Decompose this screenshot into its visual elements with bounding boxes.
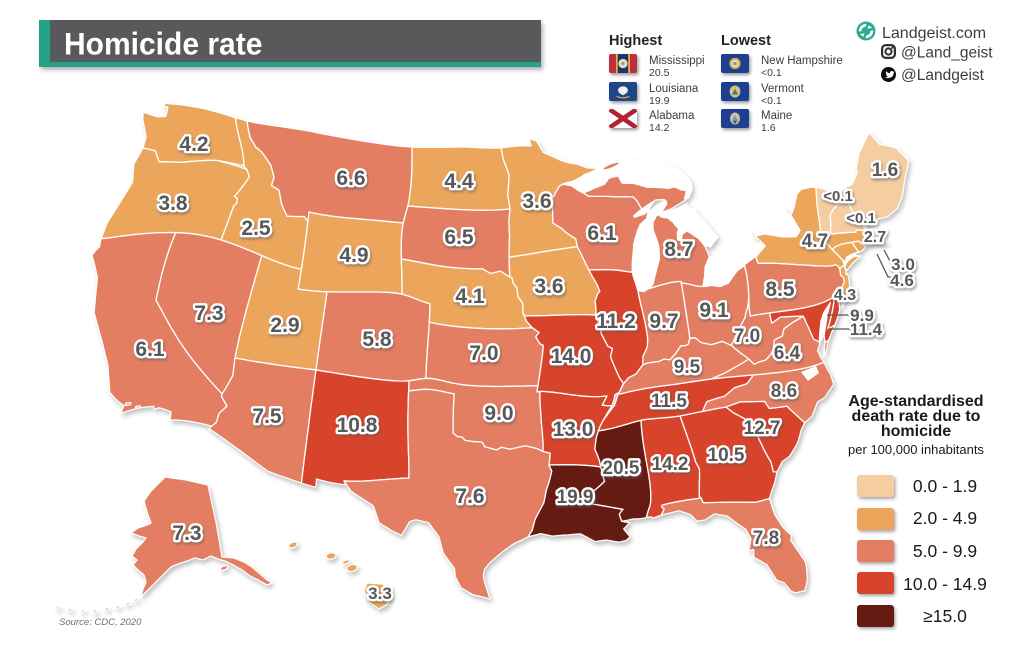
svg-text:5.8: 5.8	[362, 328, 392, 351]
svg-text:2.7: 2.7	[864, 229, 886, 246]
svg-text:9.9: 9.9	[850, 306, 874, 325]
svg-text:7.0: 7.0	[734, 326, 760, 347]
svg-text:4.4: 4.4	[444, 170, 474, 193]
svg-text:6.5: 6.5	[444, 226, 474, 249]
svg-text:3.8: 3.8	[158, 192, 188, 215]
svg-text:7.3: 7.3	[172, 522, 201, 545]
svg-text:7.3: 7.3	[194, 302, 223, 325]
svg-text:11.4: 11.4	[850, 320, 883, 339]
svg-text:11.2: 11.2	[596, 310, 636, 333]
svg-text:4.3: 4.3	[834, 287, 856, 304]
svg-text:@Landgeist: @Landgeist	[901, 67, 985, 84]
svg-text:4.1: 4.1	[455, 285, 485, 308]
svg-text:6.1: 6.1	[135, 338, 165, 361]
svg-text:2.5: 2.5	[241, 217, 271, 240]
svg-text:Landgeist.com: Landgeist.com	[882, 25, 986, 42]
svg-text:8.5: 8.5	[765, 278, 795, 301]
svg-text:7.0: 7.0	[469, 342, 498, 365]
svg-text:7.8: 7.8	[753, 528, 779, 549]
svg-text:10.5: 10.5	[708, 445, 745, 466]
svg-text:10.8: 10.8	[337, 414, 378, 437]
svg-text:6.4: 6.4	[774, 343, 801, 364]
svg-text:3.0: 3.0	[891, 255, 915, 274]
svg-text:8.6: 8.6	[771, 381, 797, 402]
svg-text:3.6: 3.6	[534, 275, 563, 298]
svg-text:@Land_geist: @Land_geist	[901, 45, 993, 62]
svg-text:9.5: 9.5	[674, 357, 701, 378]
svg-text:7.5: 7.5	[252, 405, 282, 428]
svg-text:13.0: 13.0	[553, 418, 594, 441]
svg-text:19.9: 19.9	[557, 487, 594, 508]
svg-text:4.6: 4.6	[890, 271, 914, 290]
svg-text:9.1: 9.1	[699, 299, 729, 322]
svg-text:<0.1: <0.1	[846, 210, 876, 227]
svg-text:4.7: 4.7	[802, 231, 828, 252]
svg-text:<0.1: <0.1	[823, 188, 853, 205]
svg-text:6.6: 6.6	[336, 167, 365, 190]
svg-text:14.0: 14.0	[551, 345, 592, 368]
svg-text:20.5: 20.5	[603, 458, 640, 479]
svg-text:3.6: 3.6	[522, 190, 551, 213]
svg-text:6.1: 6.1	[587, 222, 617, 245]
svg-text:14.2: 14.2	[652, 454, 689, 475]
svg-text:4.9: 4.9	[339, 244, 368, 267]
svg-text:2.9: 2.9	[270, 314, 299, 337]
svg-text:4.2: 4.2	[179, 133, 208, 156]
svg-text:11.5: 11.5	[651, 391, 687, 412]
svg-text:1.6: 1.6	[872, 160, 898, 181]
svg-text:9.0: 9.0	[484, 402, 513, 425]
svg-text:9.7: 9.7	[649, 310, 678, 333]
svg-text:7.6: 7.6	[455, 485, 484, 508]
svg-text:8.7: 8.7	[664, 238, 693, 261]
svg-text:3.3: 3.3	[368, 584, 392, 603]
svg-text:12.7: 12.7	[744, 418, 781, 439]
